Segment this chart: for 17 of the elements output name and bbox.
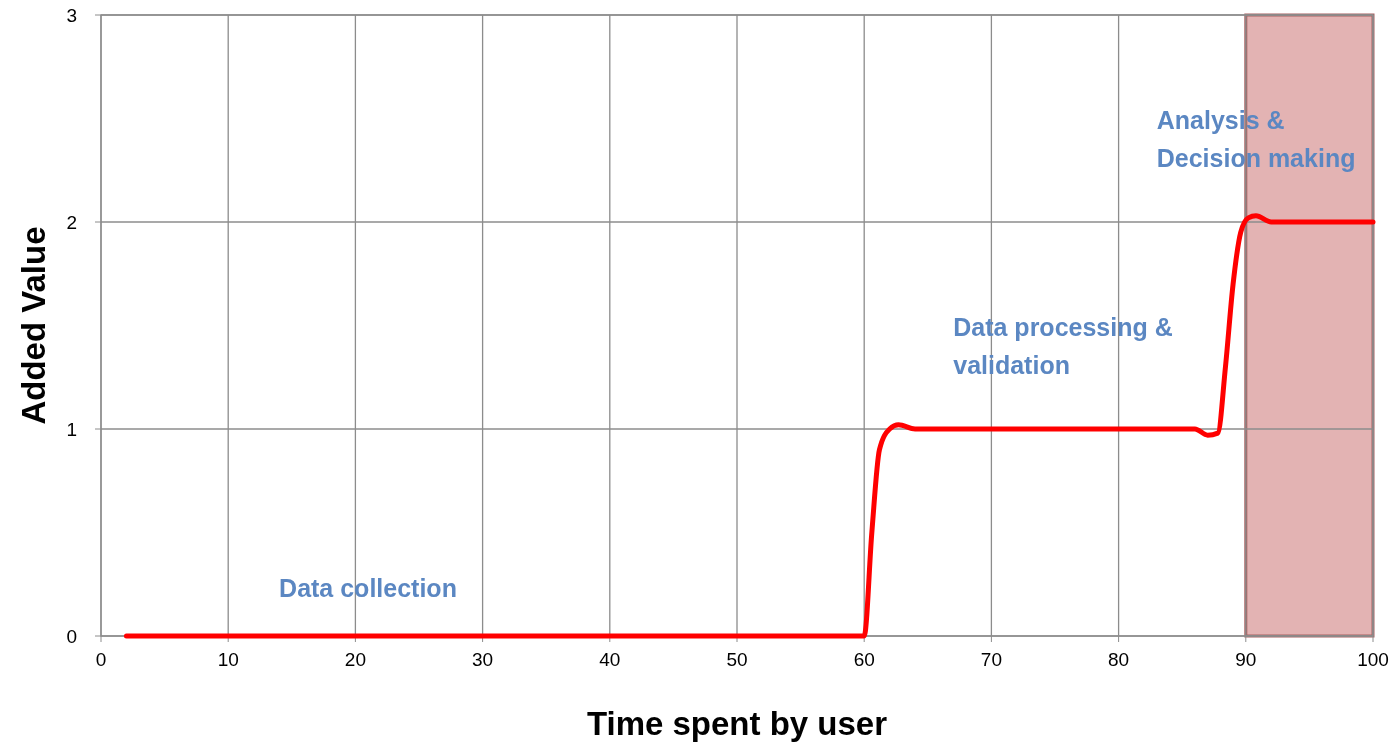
x-tick-label: 20 — [344, 649, 366, 670]
x-tick-label: 80 — [1108, 649, 1130, 670]
x-tick-label: 30 — [472, 649, 494, 670]
y-tick-label: 2 — [66, 212, 77, 233]
y-tick-label: 3 — [66, 5, 77, 26]
x-tick-label: 60 — [853, 649, 875, 670]
x-tick-label: 70 — [980, 649, 1002, 670]
y-tick-label: 0 — [66, 626, 77, 647]
x-tick-label: 50 — [726, 649, 748, 670]
x-tick-label: 100 — [1357, 649, 1389, 670]
y-tick-label: 1 — [66, 419, 77, 440]
x-tick-label: 0 — [95, 649, 107, 670]
x-tick-label: 10 — [217, 649, 239, 670]
y-axis-title: Added Value — [15, 226, 52, 425]
x-tick-label: 40 — [599, 649, 621, 670]
x-axis-title: Time spent by user — [586, 705, 888, 742]
x-tick-label: 90 — [1235, 649, 1257, 670]
